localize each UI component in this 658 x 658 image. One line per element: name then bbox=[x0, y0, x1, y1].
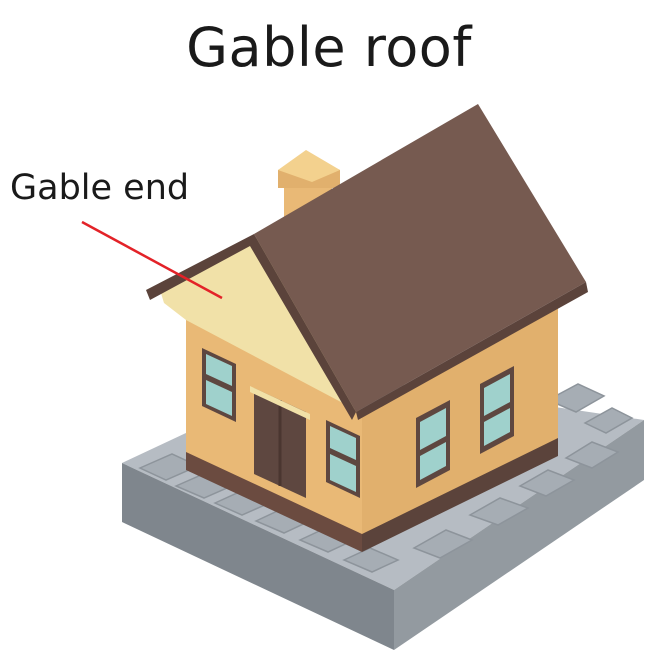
diagram-title: Gable roof bbox=[186, 16, 472, 79]
front-door bbox=[250, 386, 310, 498]
window-side-left bbox=[416, 400, 450, 488]
callout-leader-line bbox=[81, 220, 223, 300]
window-front-right bbox=[326, 420, 360, 498]
base-side-face bbox=[394, 420, 644, 650]
window-front-left bbox=[202, 348, 236, 422]
side-wall bbox=[362, 305, 558, 548]
base-front-face bbox=[122, 463, 394, 650]
roof-main bbox=[254, 104, 586, 412]
roof bbox=[146, 104, 588, 420]
gable-end-label: Gable end bbox=[10, 168, 190, 208]
chimney-cap-top bbox=[278, 150, 340, 182]
window-side-right bbox=[480, 366, 514, 454]
front-trim bbox=[186, 452, 362, 552]
windows bbox=[202, 348, 514, 498]
side-trim bbox=[362, 438, 558, 552]
gable-end bbox=[160, 238, 356, 410]
roof-edge-eave bbox=[356, 282, 588, 420]
